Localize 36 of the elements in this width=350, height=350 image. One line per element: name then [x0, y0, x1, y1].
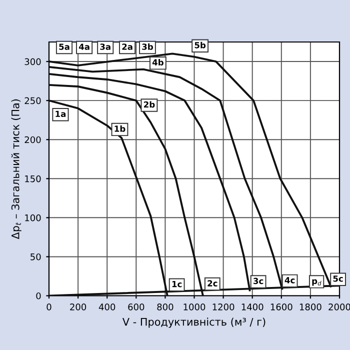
annotation: 1b: [114, 125, 126, 132]
y-tick-label: 50: [30, 253, 41, 260]
annotation: 2b: [144, 101, 155, 108]
annotation: 5c: [333, 276, 343, 282]
annotation: 4b: [152, 59, 164, 66]
annotation: 3c: [253, 278, 264, 284]
annotation: 2a: [122, 44, 132, 50]
annotation: 5b: [194, 42, 206, 48]
annotation: 4c: [284, 277, 295, 284]
annotation: 4a: [78, 44, 90, 50]
y-tick-label: 300: [24, 58, 41, 66]
x-tick-label: 1200: [212, 304, 234, 310]
annotation: 1c: [172, 281, 182, 288]
x-axis-title: V - Продуктивність (м³ / г): [122, 318, 266, 328]
y-tick-label: 200: [24, 136, 41, 144]
x-tick-label: 600: [128, 304, 144, 310]
x-tick-label: 400: [98, 304, 116, 310]
x-tick-label: 200: [70, 304, 86, 310]
annotation: p$_{d}$: [312, 279, 322, 286]
y-tick-label: 100: [25, 214, 41, 222]
annotation: 2c: [208, 280, 218, 286]
y-tick-label: 150: [25, 175, 41, 182]
x-tick-label: 800: [157, 304, 174, 310]
x-tick-label: 1400: [242, 304, 264, 310]
x-tick-label: 1000: [184, 304, 206, 310]
x-tick-label: 1800: [300, 304, 322, 310]
y-tick-label: 250: [24, 97, 41, 104]
y-axis-title: Δp$_{t}$ – Загальний тиск (Па): [11, 99, 22, 240]
x-tick-label: 1600: [270, 304, 292, 310]
annotation: 3b: [142, 43, 153, 50]
y-tick-label: 0: [36, 292, 41, 300]
annotation: 3a: [100, 44, 110, 50]
annotation: 5a: [59, 44, 70, 50]
annotation: 1a: [56, 110, 66, 118]
x-tick-label: 0: [46, 304, 52, 310]
x-tick-label: 2000: [328, 304, 350, 310]
